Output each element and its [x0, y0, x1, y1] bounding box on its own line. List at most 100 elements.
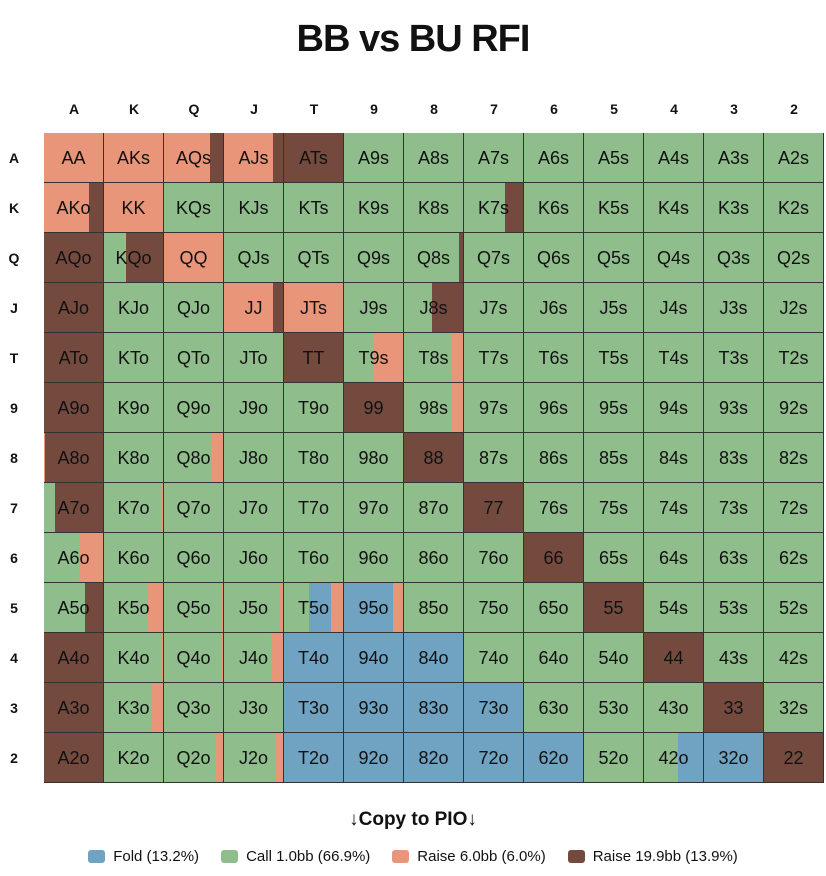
hand-cell[interactable]: QTs — [284, 233, 344, 283]
hand-cell[interactable]: 99 — [344, 383, 404, 433]
hand-cell[interactable]: 98o — [344, 433, 404, 483]
hand-cell[interactable]: 65s — [584, 533, 644, 583]
hand-cell[interactable]: Q3o — [164, 683, 224, 733]
hand-cell[interactable]: 87s — [464, 433, 524, 483]
hand-cell[interactable]: T7s — [464, 333, 524, 383]
hand-cell[interactable]: QJo — [164, 283, 224, 333]
hand-cell[interactable]: 54s — [644, 583, 704, 633]
hand-cell[interactable]: Q5o — [164, 583, 224, 633]
hand-cell[interactable]: KK — [104, 183, 164, 233]
hand-cell[interactable]: K7o — [104, 483, 164, 533]
hand-cell[interactable]: 33 — [704, 683, 764, 733]
hand-cell[interactable]: Q8o — [164, 433, 224, 483]
hand-cell[interactable]: T2s — [764, 333, 824, 383]
hand-cell[interactable]: Q7s — [464, 233, 524, 283]
hand-cell[interactable]: KTo — [104, 333, 164, 383]
hand-cell[interactable]: 95s — [584, 383, 644, 433]
hand-cell[interactable]: K2s — [764, 183, 824, 233]
hand-cell[interactable]: A4s — [644, 133, 704, 183]
hand-cell[interactable]: 53o — [584, 683, 644, 733]
hand-cell[interactable]: 88 — [404, 433, 464, 483]
hand-cell[interactable]: AKo — [44, 183, 104, 233]
hand-cell[interactable]: Q2o — [164, 733, 224, 783]
hand-cell[interactable]: Q2s — [764, 233, 824, 283]
hand-cell[interactable]: A3o — [44, 683, 104, 733]
hand-cell[interactable]: KQs — [164, 183, 224, 233]
hand-cell[interactable]: K4s — [644, 183, 704, 233]
hand-cell[interactable]: ATs — [284, 133, 344, 183]
hand-cell[interactable]: 86o — [404, 533, 464, 583]
hand-cell[interactable]: 74o — [464, 633, 524, 683]
hand-cell[interactable]: A8s — [404, 133, 464, 183]
hand-cell[interactable]: 76s — [524, 483, 584, 533]
hand-cell[interactable]: KTs — [284, 183, 344, 233]
hand-cell[interactable]: AJs — [224, 133, 284, 183]
hand-cell[interactable]: J2s — [764, 283, 824, 333]
hand-cell[interactable]: QJs — [224, 233, 284, 283]
hand-cell[interactable]: 94o — [344, 633, 404, 683]
hand-cell[interactable]: 85s — [584, 433, 644, 483]
copy-to-pio-button[interactable]: ↓Copy to PIO↓ — [349, 809, 477, 830]
hand-cell[interactable]: 53s — [704, 583, 764, 633]
hand-cell[interactable]: K5o — [104, 583, 164, 633]
hand-cell[interactable]: KJo — [104, 283, 164, 333]
hand-cell[interactable]: T5s — [584, 333, 644, 383]
hand-cell[interactable]: JTo — [224, 333, 284, 383]
hand-cell[interactable]: KJs — [224, 183, 284, 233]
hand-cell[interactable]: 82o — [404, 733, 464, 783]
hand-cell[interactable]: T4o — [284, 633, 344, 683]
hand-cell[interactable]: Q3s — [704, 233, 764, 283]
hand-cell[interactable]: 52o — [584, 733, 644, 783]
hand-cell[interactable]: ATo — [44, 333, 104, 383]
hand-cell[interactable]: 65o — [524, 583, 584, 633]
hand-cell[interactable]: T5o — [284, 583, 344, 633]
hand-cell[interactable]: JJ — [224, 283, 284, 333]
hand-cell[interactable]: K8s — [404, 183, 464, 233]
hand-cell[interactable]: 74s — [644, 483, 704, 533]
hand-cell[interactable]: J6s — [524, 283, 584, 333]
hand-cell[interactable]: 82s — [764, 433, 824, 483]
hand-cell[interactable]: A6s — [524, 133, 584, 183]
hand-cell[interactable]: 92s — [764, 383, 824, 433]
hand-cell[interactable]: 66 — [524, 533, 584, 583]
hand-cell[interactable]: AQs — [164, 133, 224, 183]
hand-cell[interactable]: K3o — [104, 683, 164, 733]
hand-cell[interactable]: 86s — [524, 433, 584, 483]
hand-cell[interactable]: K9o — [104, 383, 164, 433]
hand-cell[interactable]: 94s — [644, 383, 704, 433]
hand-cell[interactable]: K6o — [104, 533, 164, 583]
hand-cell[interactable]: J8o — [224, 433, 284, 483]
hand-cell[interactable]: 95o — [344, 583, 404, 633]
hand-cell[interactable]: 54o — [584, 633, 644, 683]
hand-cell[interactable]: T8s — [404, 333, 464, 383]
hand-cell[interactable]: 64o — [524, 633, 584, 683]
hand-cell[interactable]: T7o — [284, 483, 344, 533]
hand-cell[interactable]: 85o — [404, 583, 464, 633]
hand-cell[interactable]: Q6s — [524, 233, 584, 283]
hand-cell[interactable]: K6s — [524, 183, 584, 233]
hand-cell[interactable]: Q6o — [164, 533, 224, 583]
hand-cell[interactable]: TT — [284, 333, 344, 383]
hand-cell[interactable]: Q5s — [584, 233, 644, 283]
hand-cell[interactable]: T4s — [644, 333, 704, 383]
hand-cell[interactable]: Q9o — [164, 383, 224, 433]
hand-cell[interactable]: T3s — [704, 333, 764, 383]
hand-cell[interactable]: 84o — [404, 633, 464, 683]
hand-cell[interactable]: A5o — [44, 583, 104, 633]
hand-cell[interactable]: J8s — [404, 283, 464, 333]
hand-cell[interactable]: A7s — [464, 133, 524, 183]
hand-cell[interactable]: K3s — [704, 183, 764, 233]
hand-cell[interactable]: 92o — [344, 733, 404, 783]
hand-cell[interactable]: A5s — [584, 133, 644, 183]
hand-cell[interactable]: T6o — [284, 533, 344, 583]
hand-cell[interactable]: J7s — [464, 283, 524, 333]
hand-cell[interactable]: J5o — [224, 583, 284, 633]
hand-cell[interactable]: 43s — [704, 633, 764, 683]
hand-cell[interactable]: Q7o — [164, 483, 224, 533]
hand-cell[interactable]: A4o — [44, 633, 104, 683]
hand-cell[interactable]: 73o — [464, 683, 524, 733]
hand-cell[interactable]: 63s — [704, 533, 764, 583]
hand-cell[interactable]: K5s — [584, 183, 644, 233]
hand-cell[interactable]: 44 — [644, 633, 704, 683]
hand-cell[interactable]: 93s — [704, 383, 764, 433]
